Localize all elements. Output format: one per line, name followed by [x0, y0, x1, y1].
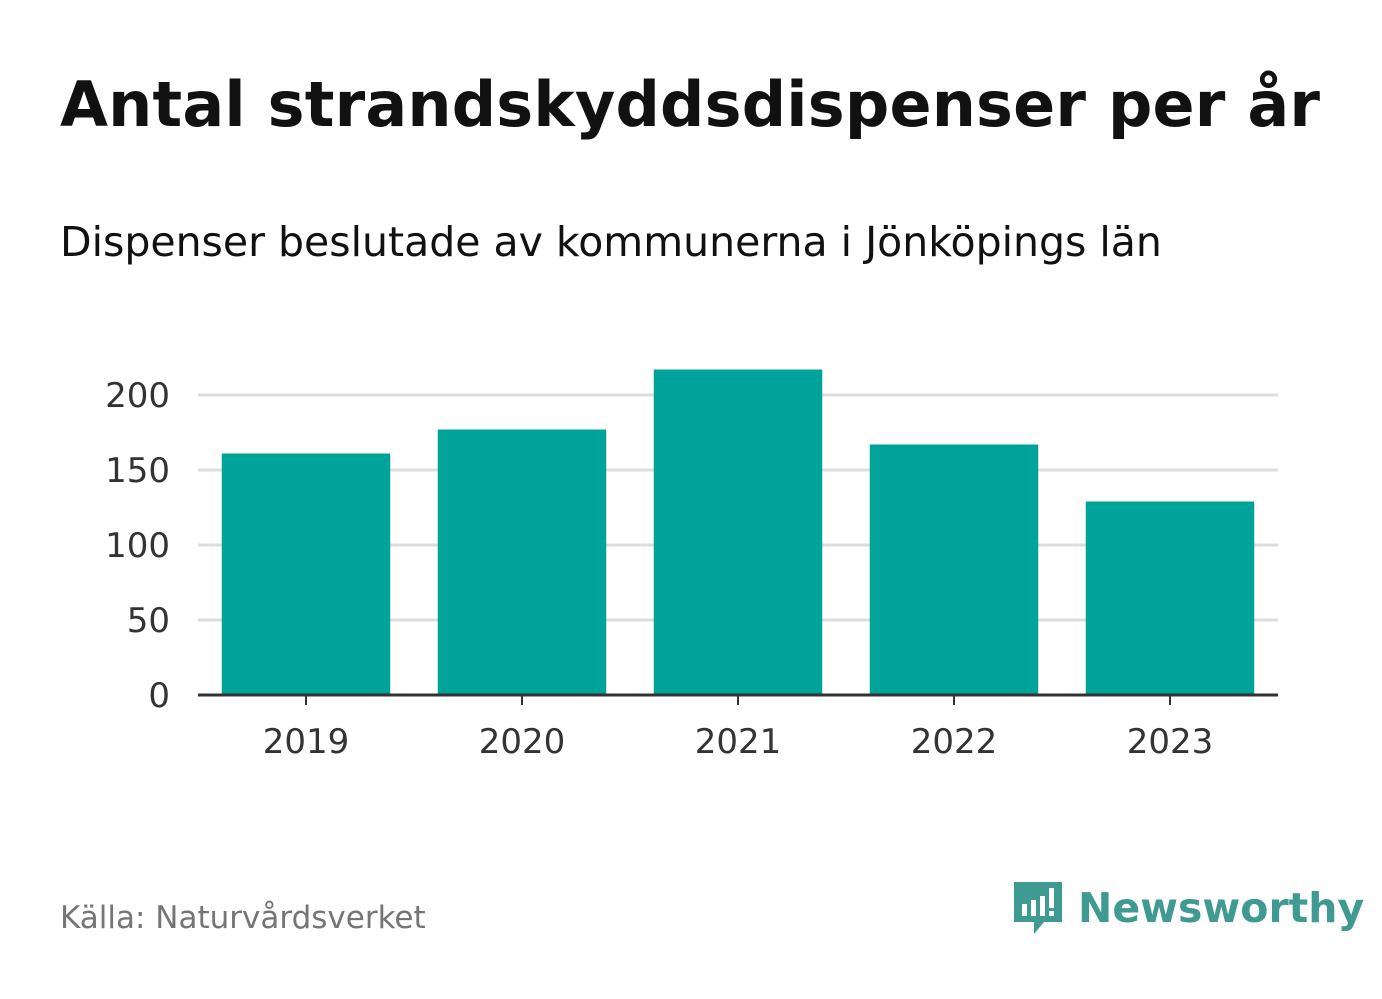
x-tick-label: 2019 [263, 722, 350, 762]
y-tick-label: 50 [127, 601, 170, 641]
newsworthy-logo-icon [1014, 882, 1062, 934]
bar-2020 [437, 429, 607, 695]
brand-name: Newsworthy [1078, 884, 1365, 932]
x-tick-label: 2023 [1127, 722, 1214, 762]
x-tick-label: 2020 [479, 722, 566, 762]
chart-subtitle: Dispenser beslutade av kommunerna i Jönk… [60, 218, 1162, 266]
chart-title: Antal strandskyddsdispenser per år [60, 68, 1321, 141]
bar-2023 [1085, 501, 1255, 695]
bar-2021 [653, 369, 823, 695]
brand-logo: Newsworthy [1010, 878, 1364, 938]
y-tick-label: 0 [148, 676, 170, 716]
y-tick-label: 100 [105, 526, 170, 566]
x-tick-label: 2022 [911, 722, 998, 762]
bar-2019 [221, 453, 391, 695]
bars [221, 369, 1255, 695]
x-tick-label: 2021 [695, 722, 782, 762]
y-tick-label: 150 [105, 451, 170, 491]
source-note: Källa: Naturvårdsverket [60, 900, 426, 936]
axes: 0 50 100 150 200 2019 2020 2021 2022 2023 [105, 376, 1278, 762]
bar-2022 [869, 444, 1039, 695]
y-tick-label: 200 [105, 376, 170, 416]
